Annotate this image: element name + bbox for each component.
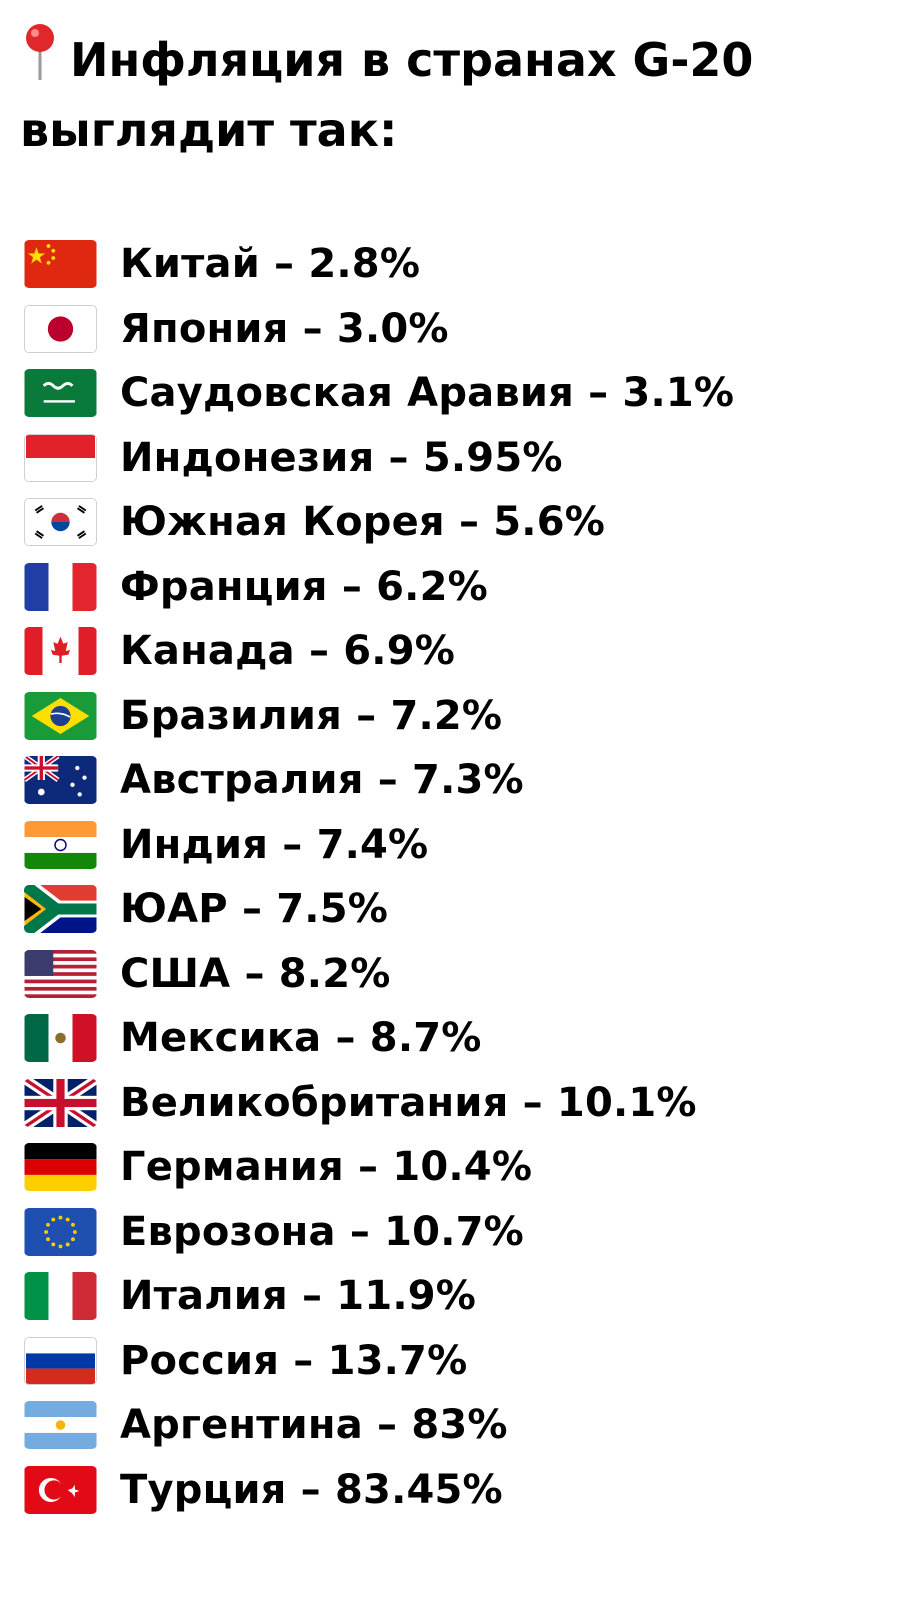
list-item: Франция – 6.2% [24, 555, 904, 620]
list-item: Турция – 83.45% [24, 1458, 904, 1523]
india-flag-icon [24, 820, 97, 869]
list-item: Великобритания – 10.1% [24, 1071, 904, 1136]
item-label: Япония – 3.0% [120, 305, 449, 352]
item-label: Австралия – 7.3% [120, 757, 524, 804]
post-title: Инфляция в странах G-20 выглядит так: [20, 22, 900, 165]
item-label: Еврозона – 10.7% [120, 1208, 524, 1255]
turkey-flag-icon [24, 1465, 97, 1514]
item-label: США – 8.2% [120, 950, 391, 997]
list-item: Еврозона – 10.7% [24, 1200, 904, 1265]
item-label: Италия – 11.9% [120, 1273, 477, 1320]
uk-flag-icon [24, 1078, 97, 1127]
item-label: Великобритания – 10.1% [120, 1079, 697, 1126]
list-item: Индия – 7.4% [24, 813, 904, 878]
item-label: Саудовская Аравия – 3.1% [120, 370, 735, 417]
list-item: Германия – 10.4% [24, 1135, 904, 1200]
list-item: Мексика – 8.7% [24, 1006, 904, 1071]
item-label: ЮАР – 7.5% [120, 886, 389, 933]
australia-flag-icon [24, 756, 97, 805]
france-flag-icon [24, 562, 97, 611]
list-item: Саудовская Аравия – 3.1% [24, 361, 904, 426]
list-item: ЮАР – 7.5% [24, 877, 904, 942]
japan-flag-icon [24, 304, 97, 353]
round-pushpin-icon [20, 22, 60, 82]
item-label: Турция – 83.45% [120, 1466, 503, 1513]
china-flag-icon [24, 240, 97, 289]
list-item: Южная Корея – 5.6% [24, 490, 904, 555]
item-label: Китай – 2.8% [120, 241, 421, 288]
eu-flag-icon [24, 1207, 97, 1256]
list-item: Бразилия – 7.2% [24, 684, 904, 749]
saudi-arabia-flag-icon [24, 369, 97, 418]
list-item: Италия – 11.9% [24, 1264, 904, 1329]
brazil-flag-icon [24, 691, 97, 740]
indonesia-flag-icon [24, 433, 97, 482]
south-africa-flag-icon [24, 885, 97, 934]
argentina-flag-icon [24, 1401, 97, 1450]
inflation-list: Китай – 2.8% Япония – 3.0% Саудовская Ар… [24, 232, 904, 1522]
item-label: Бразилия – 7.2% [120, 692, 503, 739]
germany-flag-icon [24, 1143, 97, 1192]
item-label: Мексика – 8.7% [120, 1015, 482, 1062]
list-item: Китай – 2.8% [24, 232, 904, 297]
usa-flag-icon [24, 949, 97, 998]
item-label: Аргентина – 83% [120, 1402, 508, 1449]
item-label: Южная Корея – 5.6% [120, 499, 606, 546]
list-item: Япония – 3.0% [24, 297, 904, 362]
list-item: США – 8.2% [24, 942, 904, 1007]
item-label: Индия – 7.4% [120, 821, 429, 868]
russia-flag-icon [24, 1336, 97, 1385]
south-korea-flag-icon [24, 498, 97, 547]
mexico-flag-icon [24, 1014, 97, 1063]
italy-flag-icon [24, 1272, 97, 1321]
canada-flag-icon [24, 627, 97, 676]
item-label: Франция – 6.2% [120, 563, 488, 610]
list-item: Австралия – 7.3% [24, 748, 904, 813]
title-text: Инфляция в странах G-20 выглядит так: [20, 33, 754, 157]
list-item: Канада – 6.9% [24, 619, 904, 684]
list-item: Индонезия – 5.95% [24, 426, 904, 491]
item-label: Канада – 6.9% [120, 628, 456, 675]
list-item: Аргентина – 83% [24, 1393, 904, 1458]
item-label: Россия – 13.7% [120, 1337, 468, 1384]
list-item: Россия – 13.7% [24, 1329, 904, 1394]
item-label: Индонезия – 5.95% [120, 434, 563, 481]
item-label: Германия – 10.4% [120, 1144, 533, 1191]
